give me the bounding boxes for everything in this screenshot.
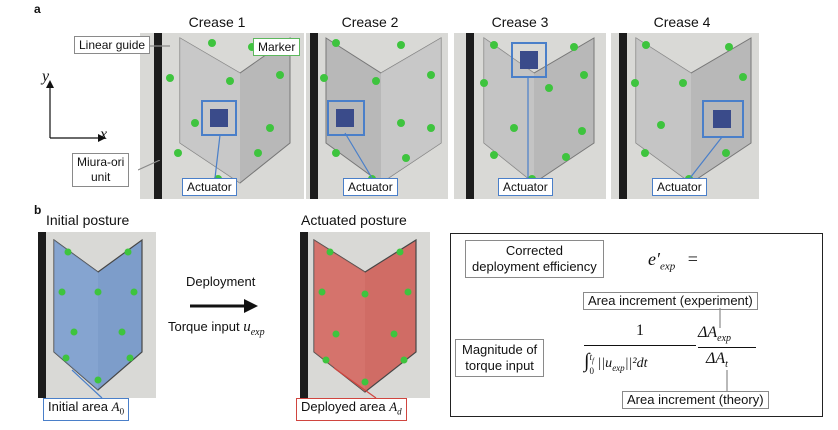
area-theory-leader: [726, 370, 728, 392]
integral-lower: 0: [589, 365, 594, 376]
delta-num-main: ΔA: [698, 324, 718, 341]
xy-axes: [46, 80, 106, 142]
equals-sign: =: [687, 249, 698, 269]
initial-area-label: Initial area A0: [43, 398, 130, 421]
corrected-line1: Corrected: [505, 243, 563, 258]
panel-a-letter: a: [34, 2, 41, 16]
actuator-label-3: Actuator: [498, 178, 553, 196]
miura-ori-label-line2: unit: [90, 170, 111, 184]
corrected-efficiency-label: Corrected deployment efficiency: [465, 240, 604, 278]
crease-title-1: Crease 1: [188, 14, 246, 30]
miura-ori-label-line1: Miura-ori: [77, 155, 125, 169]
axis-y-label: y: [42, 68, 50, 85]
initial-area-symbol: A0: [111, 399, 125, 417]
magnitude-torque-label: Magnitude of torque input: [455, 339, 545, 377]
crease-title-2: Crease 2: [341, 14, 399, 30]
integrand-sub: exp: [612, 362, 625, 373]
lhs-sub: exp: [659, 260, 676, 273]
fraction-bar-1: [584, 345, 696, 346]
deployed-area-symbol-main: A: [389, 399, 398, 414]
crease-title-4: Crease 4: [653, 14, 711, 30]
integral-sign: ∫: [584, 350, 590, 372]
panel-b-letter: b: [34, 203, 42, 217]
fraction-bar-2: [698, 347, 756, 348]
actuated-posture-photo: [300, 232, 430, 398]
area-increment-experiment-label: Area increment (experiment): [583, 292, 758, 310]
formula-lhs: e′exp =: [648, 249, 698, 273]
torque-input-label: Torque input uexp: [168, 319, 265, 338]
deployed-area-leader: [333, 367, 377, 399]
initial-area-symbol-sub: 0: [119, 406, 125, 417]
initial-area-leader: [71, 369, 103, 399]
corrected-line2: deployment efficiency: [472, 259, 597, 274]
initial-area-symbol-main: A: [111, 399, 120, 414]
crease-title-3: Crease 3: [491, 14, 549, 30]
fraction-numerator-one: 1: [636, 322, 644, 339]
integrand-main: ||u: [597, 356, 613, 371]
delta-den-sub: t: [725, 359, 728, 371]
torque-input-text: Torque input: [168, 319, 240, 334]
integral-upper: tf: [589, 351, 594, 365]
integrand-tail: ||²dt: [624, 356, 648, 371]
deployed-area-label: Deployed area Ad: [296, 398, 407, 421]
marker-label: Marker: [253, 38, 301, 56]
deployment-arrow: [190, 299, 258, 313]
actuator-leaders: [214, 77, 723, 179]
crease-photo-1: [140, 33, 304, 199]
lhs-symbol: e′: [648, 249, 660, 269]
torque-symbol: uexp: [243, 319, 265, 338]
torque-symbol-main: u: [243, 319, 251, 335]
magnitude-line1: Magnitude of: [462, 342, 538, 357]
actuator-label-4: Actuator: [652, 178, 707, 196]
deployed-area-text: Deployed area: [301, 399, 386, 414]
fraction-denominator-integral: ∫ tf 0 ||uexp||²dt: [584, 350, 647, 376]
area-exp-leader: [719, 308, 721, 328]
delta-denominator: ΔAt: [706, 350, 728, 370]
torque-symbol-sub: exp: [250, 327, 265, 338]
linear-guide-leader: [150, 45, 170, 47]
deployed-area-symbol-sub: d: [397, 406, 402, 417]
initial-posture-photo: [38, 232, 156, 398]
axis-x-label: x: [100, 126, 108, 143]
deployment-label: Deployment: [186, 274, 256, 289]
actuator-label-2: Actuator: [343, 178, 398, 196]
initial-area-text: Initial area: [48, 399, 108, 414]
delta-den-main: ΔA: [706, 350, 726, 367]
crease-photo-3: [454, 33, 606, 199]
crease-photo-2: [306, 33, 448, 199]
delta-numerator: ΔAexp: [698, 324, 731, 344]
actuated-posture-title: Actuated posture: [301, 212, 407, 228]
deployed-area-symbol: Ad: [389, 399, 402, 417]
miura-ori-leader: [138, 160, 160, 171]
area-increment-theory-label: Area increment (theory): [622, 391, 769, 409]
magnitude-line2: torque input: [465, 358, 534, 373]
miura-ori-label: Miura-ori unit: [72, 153, 130, 187]
crease-photo-4: [611, 33, 759, 199]
delta-num-sub: exp: [717, 333, 732, 345]
linear-guide-label: Linear guide: [74, 36, 151, 54]
actuator-label-1: Actuator: [182, 178, 237, 196]
initial-posture-title: Initial posture: [46, 212, 130, 228]
